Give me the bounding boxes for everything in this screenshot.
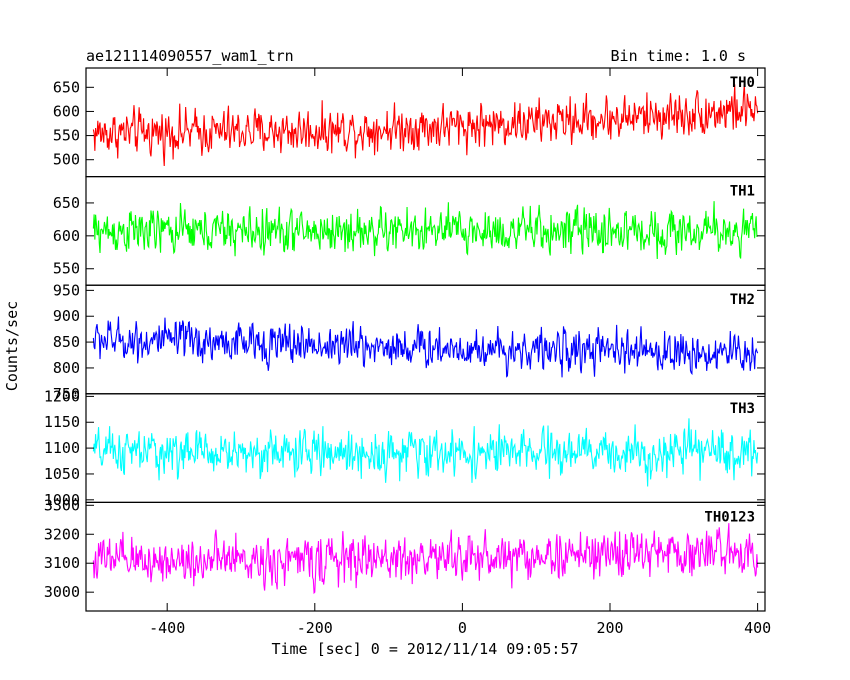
ytick-label-th0: 550 bbox=[53, 127, 80, 145]
ytick-label-th1: 600 bbox=[53, 227, 80, 245]
panel-th2-frame bbox=[85, 284, 766, 395]
x-axis-label: Time [sec] 0 = 2012/11/14 09:05:57 bbox=[271, 640, 578, 658]
panel-th0123-frame bbox=[85, 501, 766, 612]
plot-title-bin-time: Bin time: 1.0 s bbox=[611, 47, 746, 65]
ytick-label-th1: 550 bbox=[53, 260, 80, 278]
panel-name-th3: TH3 bbox=[730, 401, 755, 417]
ytick-label-th0123: 3300 bbox=[44, 496, 80, 514]
ytick-label-th2: 750 bbox=[53, 385, 80, 403]
y-axis-label: Counts/sec bbox=[3, 301, 21, 391]
xtick-label: 200 bbox=[596, 619, 623, 637]
panel-name-th0123: TH0123 bbox=[704, 509, 755, 525]
panel-name-th2: TH2 bbox=[730, 292, 755, 308]
panel-th1: 550 600 650 TH1 bbox=[53, 176, 766, 286]
panel-th0123: 3000 3100 3200 3300 TH0123 bbox=[44, 496, 766, 612]
panel-th3: 1000 1050 1100 1150 1200 TH3 bbox=[44, 387, 766, 509]
plot-title-filename: ae121114090557_wam1_trn bbox=[86, 47, 294, 65]
ytick-label-th0123: 3200 bbox=[44, 525, 80, 543]
ytick-label-th2: 800 bbox=[53, 359, 80, 377]
xtick-label: 400 bbox=[744, 619, 771, 637]
ytick-label-th1: 650 bbox=[53, 194, 80, 212]
ytick-label-th0123: 3000 bbox=[44, 583, 80, 601]
series-th3 bbox=[92, 418, 759, 487]
ytick-label-th0: 600 bbox=[53, 102, 80, 120]
ytick-label-th0123: 3100 bbox=[44, 554, 80, 572]
xtick-label: 0 bbox=[458, 619, 467, 637]
ytick-label-th0: 650 bbox=[53, 78, 80, 96]
ytick-label-th3: 1150 bbox=[44, 413, 80, 431]
ytick-label-th2: 900 bbox=[53, 307, 80, 325]
ytick-label-th0: 500 bbox=[53, 151, 80, 169]
panel-stack: 500 550 600 650 TH0 550 600 650 TH1 750 800 850 900 9… bbox=[44, 67, 766, 612]
panel-th0: 500 550 600 650 TH0 bbox=[53, 67, 766, 178]
xtick-label: -200 bbox=[297, 619, 333, 637]
ytick-label-th2: 950 bbox=[53, 281, 80, 299]
ytick-label-th3: 1050 bbox=[44, 465, 80, 483]
x-axis: -400 -200 0 200 400 bbox=[149, 68, 771, 637]
series-th0 bbox=[92, 83, 759, 167]
ytick-label-th3: 1200 bbox=[44, 387, 80, 405]
panel-name-th0: TH0 bbox=[730, 75, 755, 91]
xtick-label: -400 bbox=[149, 619, 185, 637]
panel-th2: 750 800 850 900 950 TH2 bbox=[53, 281, 766, 403]
panel-name-th1: TH1 bbox=[730, 184, 755, 200]
series-th2 bbox=[92, 316, 759, 378]
ytick-label-th3: 1100 bbox=[44, 439, 80, 457]
series-th0123 bbox=[92, 523, 759, 595]
ytick-label-th3: 1000 bbox=[44, 491, 80, 509]
ytick-label-th2: 850 bbox=[53, 333, 80, 351]
series-th1 bbox=[92, 201, 758, 260]
